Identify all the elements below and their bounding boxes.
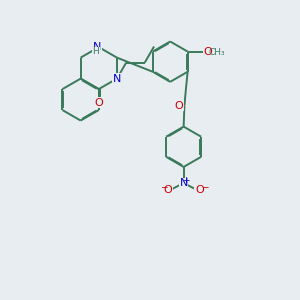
Text: O: O — [164, 185, 172, 195]
Text: O: O — [195, 185, 204, 195]
Text: O: O — [203, 46, 212, 57]
Text: O: O — [175, 100, 184, 111]
Text: N: N — [179, 178, 188, 188]
Text: −: − — [160, 182, 167, 191]
Text: CH₃: CH₃ — [208, 48, 225, 57]
Text: O: O — [94, 98, 103, 108]
Text: H: H — [93, 47, 99, 56]
Text: −: − — [201, 182, 208, 191]
Text: N: N — [113, 74, 121, 84]
Text: N: N — [93, 42, 101, 52]
Text: +: + — [182, 176, 190, 184]
